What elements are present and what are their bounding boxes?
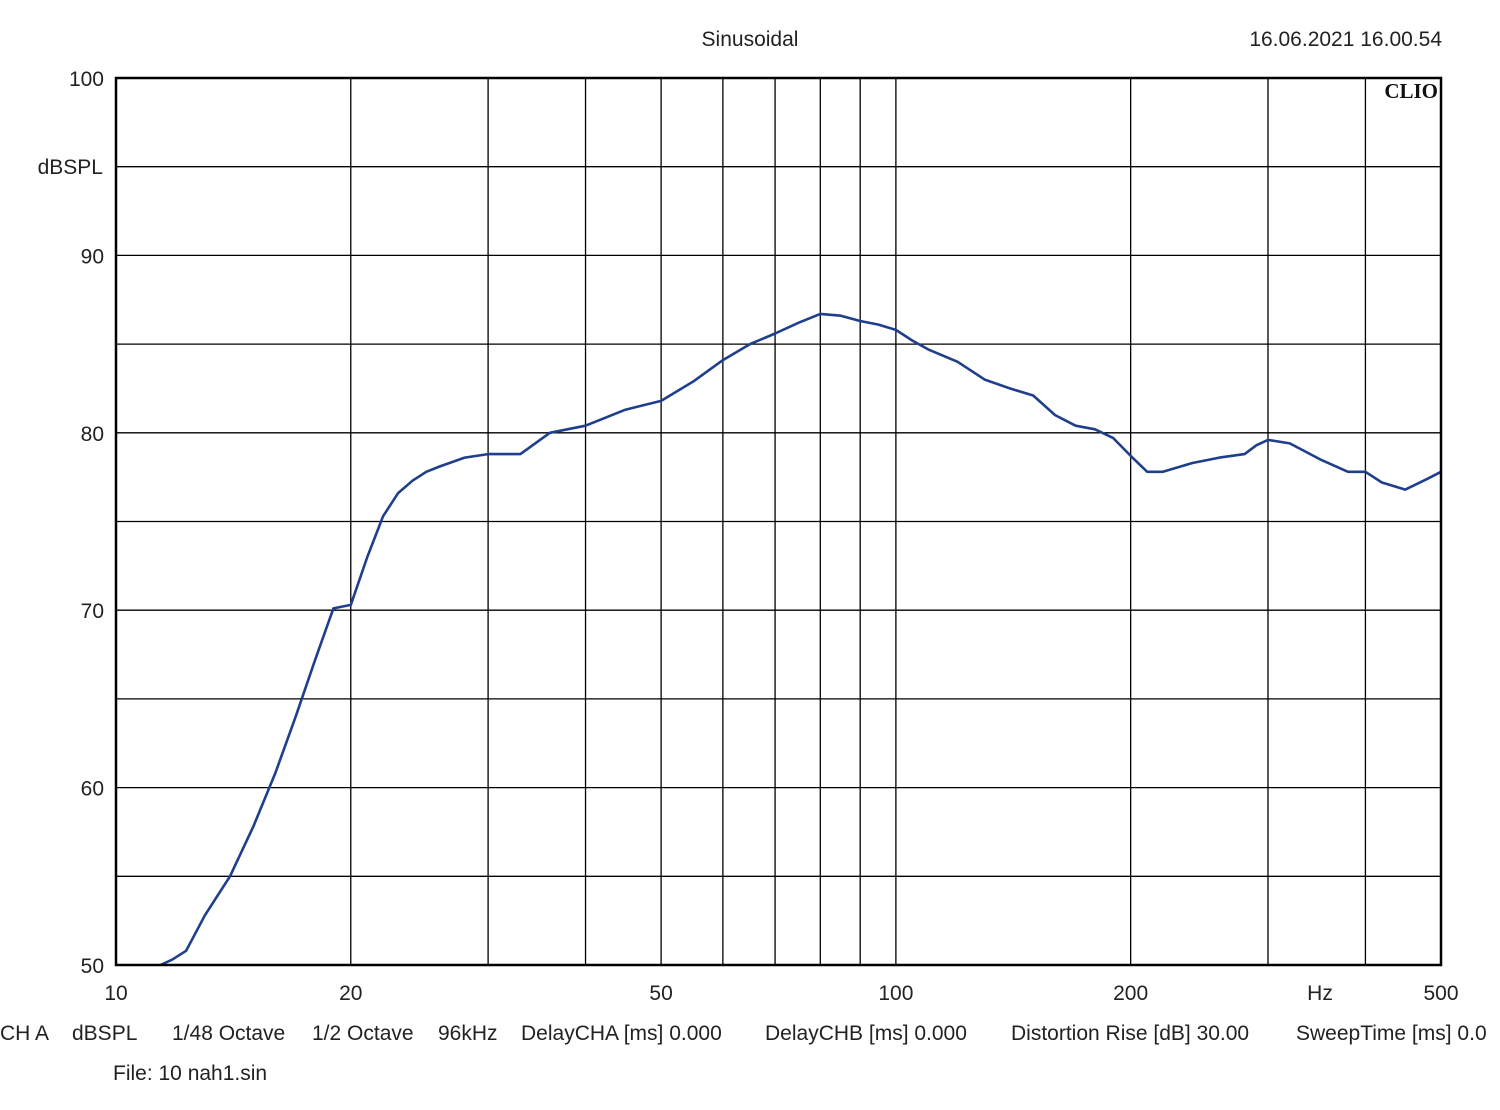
param-smoothing: 1/48 Octave (172, 1022, 285, 1045)
x-tick-label: 200 (1113, 982, 1148, 1005)
param-distortion-rise: Distortion Rise [dB] 30.00 (1011, 1022, 1249, 1045)
x-tick-label: 500 (1423, 982, 1458, 1005)
chart-title: Sinusoidal (702, 28, 799, 51)
file-name: File: 10 nah1.sin (113, 1062, 267, 1085)
x-axis-label: Hz (1307, 982, 1333, 1005)
response-curve (159, 312, 1442, 967)
curve-layer (159, 312, 1442, 967)
x-tick-label: 50 (649, 982, 672, 1005)
clio-brand-logo: CLIO (1384, 79, 1438, 103)
grid-lines (116, 78, 1441, 965)
param-samplerate: 96kHz (438, 1022, 498, 1045)
param-delay-cha: DelayCHA [ms] 0.000 (521, 1022, 722, 1045)
x-tick-labels: 10 20 50 100 200 500 (104, 982, 1458, 1005)
measurement-params: CH A dBSPL 1/48 Octave 1/2 Octave 96kHz … (0, 1022, 1487, 1045)
param-delay-chb: DelayCHB [ms] 0.000 (765, 1022, 967, 1045)
y-tick-label: 80 (81, 423, 104, 446)
y-tick-label: 90 (81, 245, 104, 268)
y-tick-label: 60 (81, 778, 104, 801)
param-unit: dBSPL (72, 1022, 137, 1045)
y-tick-labels: 100 90 80 70 60 50 (69, 68, 104, 978)
plot-frame (114, 76, 1443, 967)
x-tick-label: 20 (339, 982, 362, 1005)
y-tick-label: 50 (81, 955, 104, 978)
y-axis-label: dBSPL (38, 156, 103, 179)
y-tick-label: 70 (81, 600, 104, 623)
x-tick-label: 10 (104, 982, 127, 1005)
timestamp: 16.06.2021 16.00.54 (1249, 28, 1442, 51)
x-tick-label: 100 (878, 982, 913, 1005)
param-resolution: 1/2 Octave (312, 1022, 414, 1045)
y-tick-label: 100 (69, 68, 104, 91)
param-sweep-time: SweepTime [ms] 0.0 (1296, 1022, 1487, 1045)
param-channel: CH A (0, 1022, 49, 1045)
